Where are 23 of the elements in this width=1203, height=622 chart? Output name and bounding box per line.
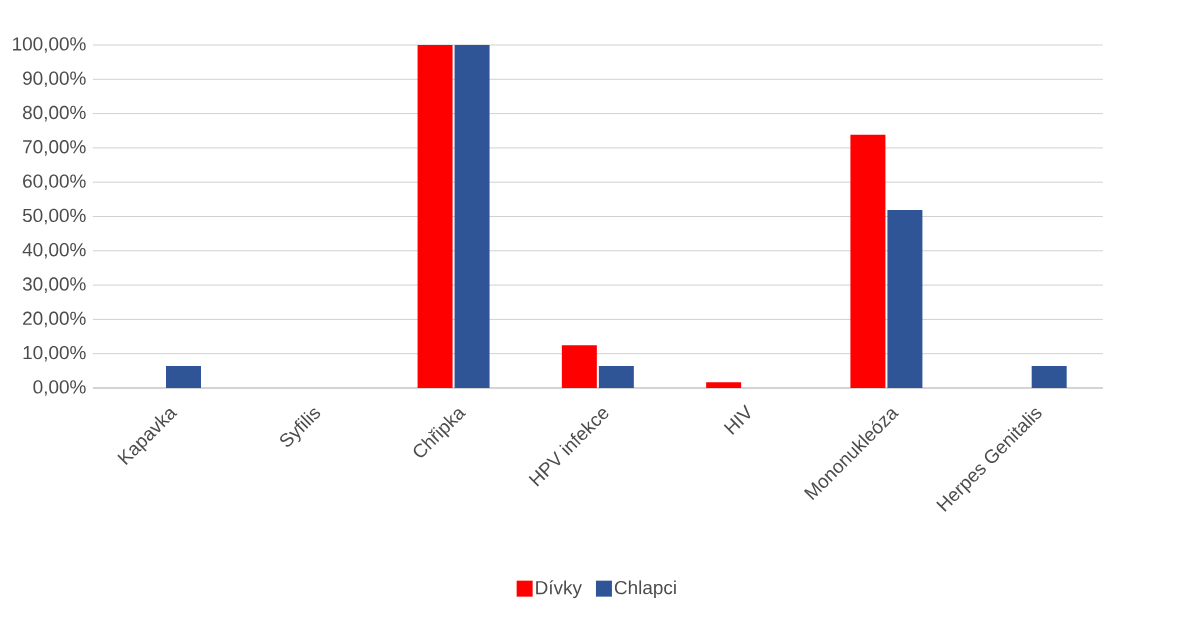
y-tick-label: 10,00% — [23, 345, 86, 362]
y-tick-label: 50,00% — [22, 208, 86, 225]
bar — [561, 345, 597, 388]
bar — [166, 366, 201, 388]
bar — [1031, 366, 1067, 388]
y-tick-label: 20,00% — [23, 311, 86, 328]
legend-label: Chlapci — [614, 580, 676, 599]
y-tick-label: 0,00% — [33, 380, 86, 396]
y-tick-label: 90,00% — [23, 71, 86, 88]
legend-label: Dívky — [536, 580, 582, 599]
y-tick-label: 30,00% — [22, 277, 86, 293]
bar — [454, 45, 490, 388]
bar — [706, 382, 742, 388]
bar — [417, 45, 453, 388]
bar — [887, 209, 923, 388]
y-tick-label: 80,00% — [22, 105, 86, 122]
y-tick-label: 100,00% — [13, 37, 86, 53]
y-tick-label: 70,00% — [23, 140, 86, 156]
y-tick-label: 60,00% — [23, 174, 86, 191]
y-tick-label: 40,00% — [22, 242, 86, 259]
bar — [598, 366, 634, 388]
bar — [850, 134, 886, 388]
x-tick-label: HIV — [723, 404, 751, 435]
